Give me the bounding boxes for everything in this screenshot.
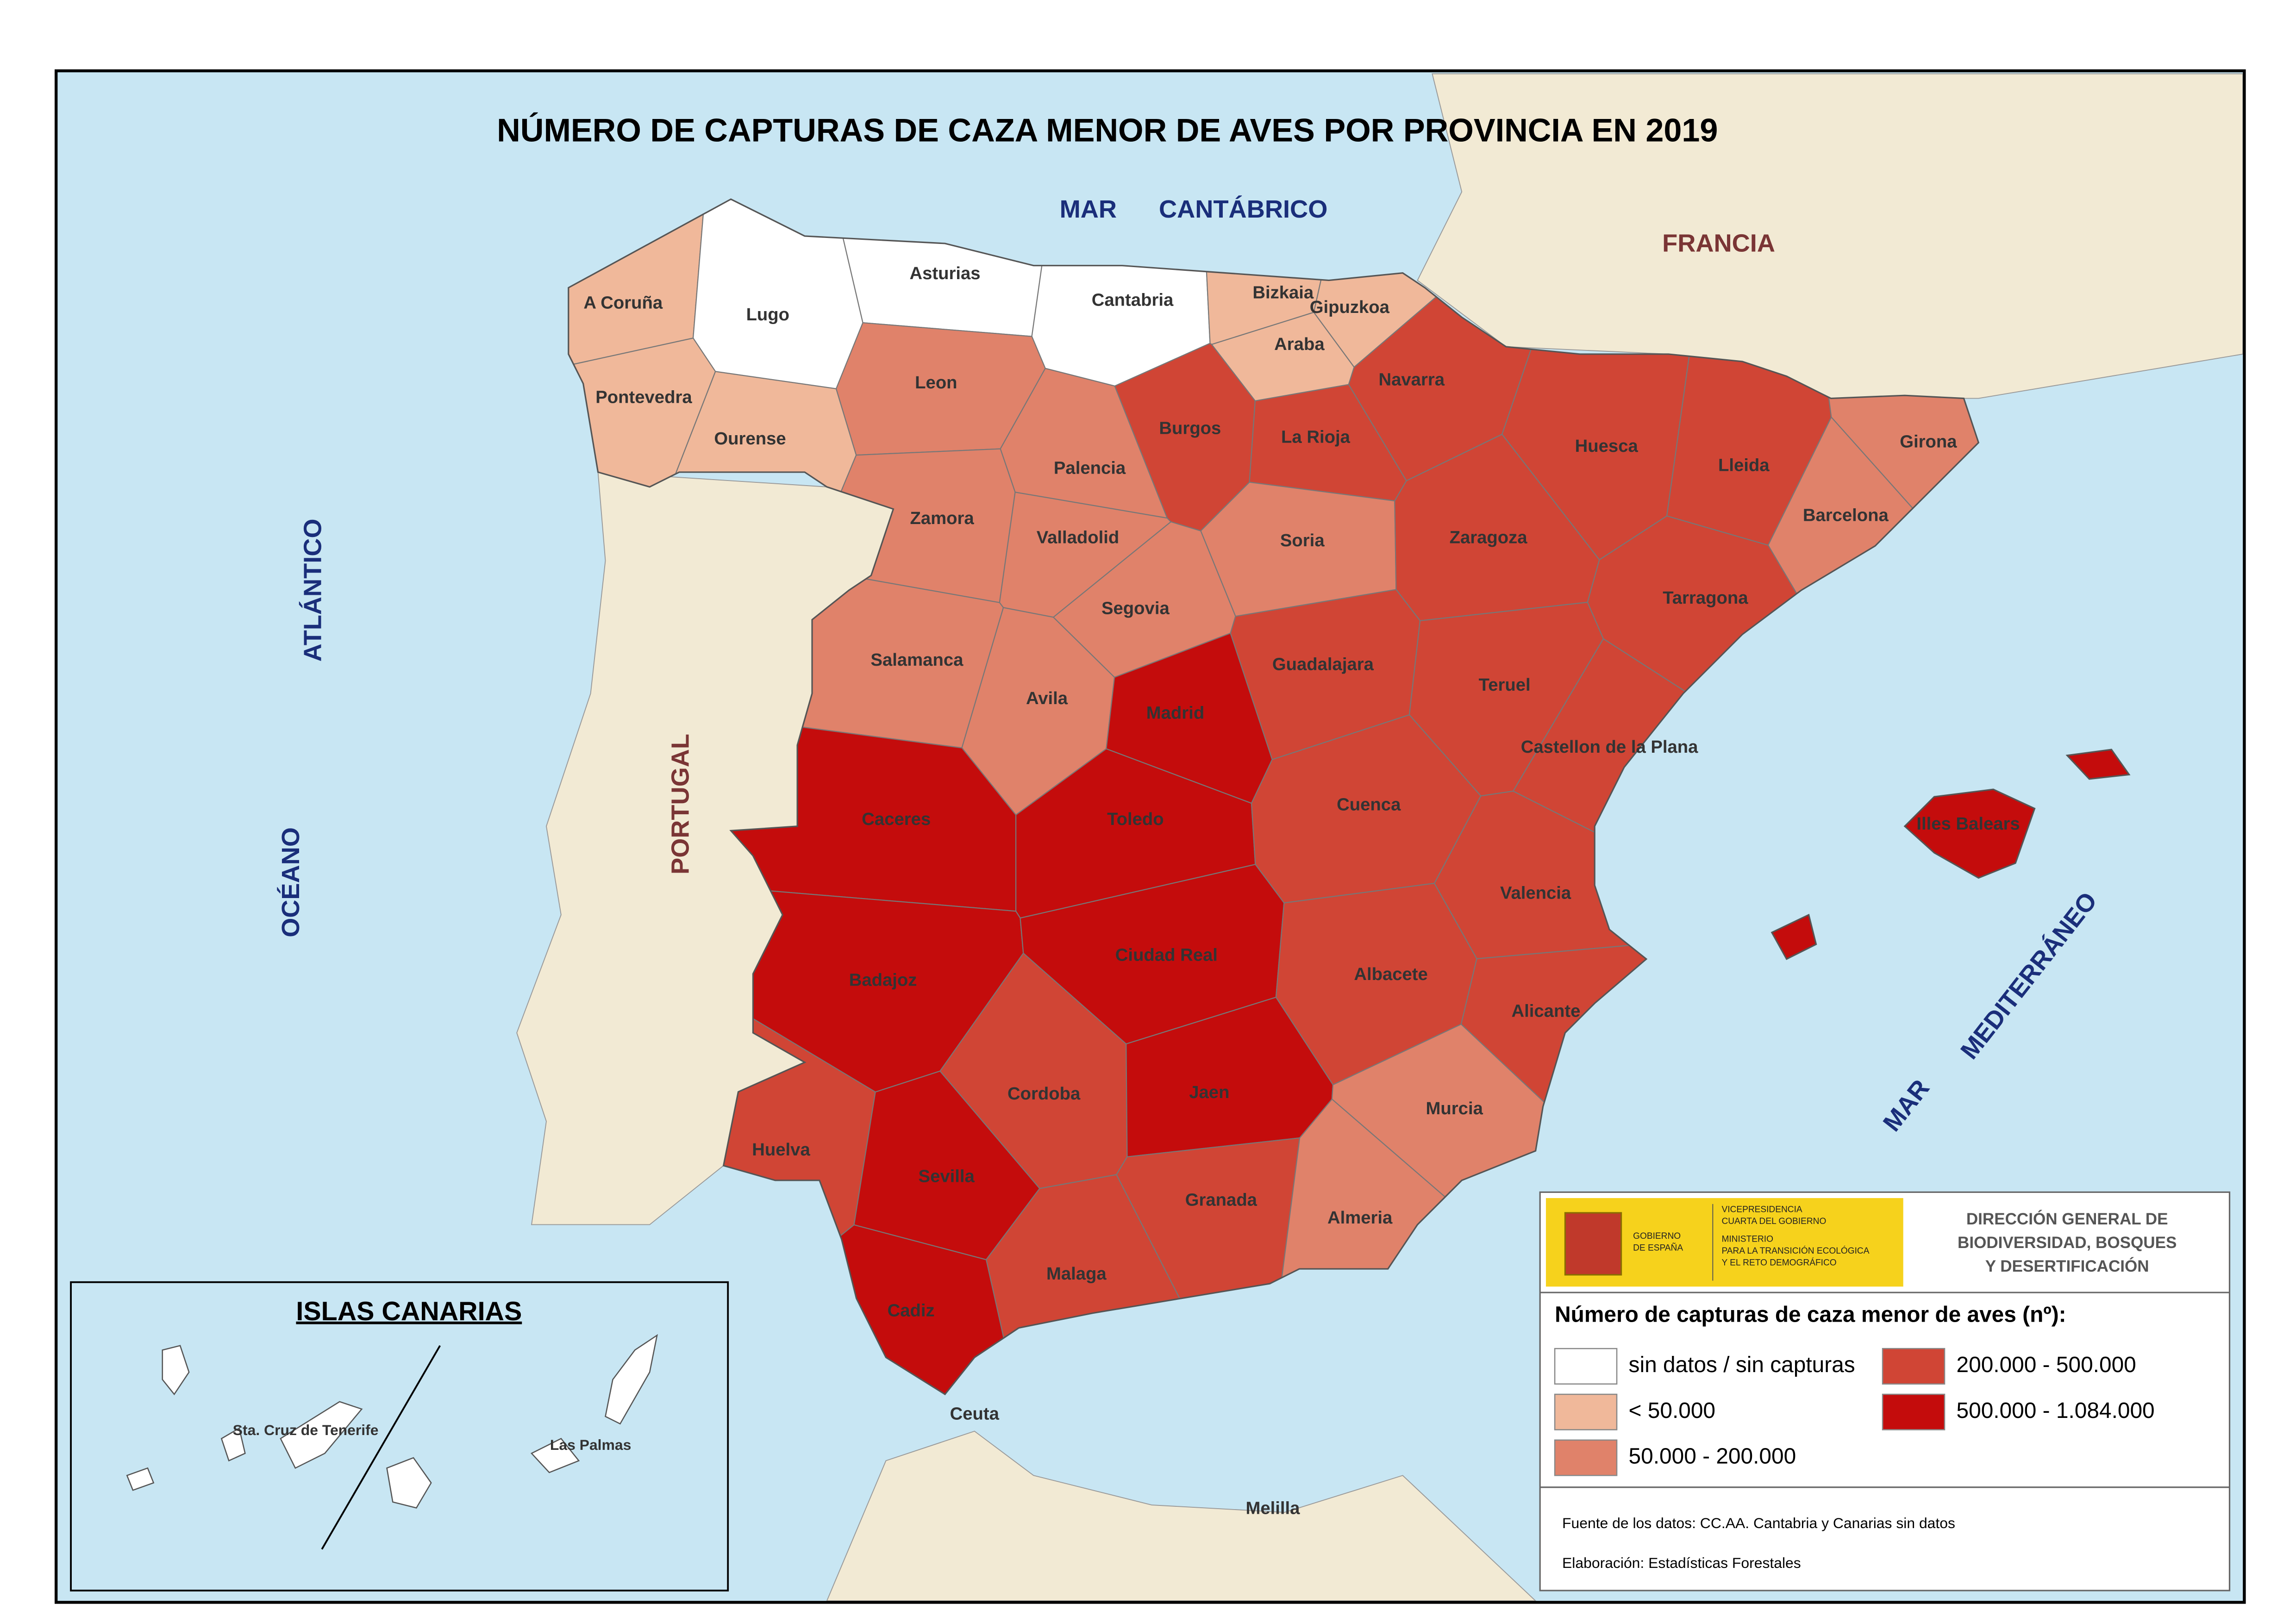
province-label: Zaragoza: [1450, 527, 1528, 547]
country-label: PORTUGAL: [667, 734, 694, 874]
province-label: Castellon de la Plana: [1521, 737, 1698, 757]
legend-swatch: [1882, 1393, 1946, 1430]
legend-label: 50.000 - 200.000: [1629, 1444, 1796, 1469]
province-label: Malaga: [1046, 1264, 1107, 1284]
province-label: Ciudad Real: [1115, 945, 1218, 965]
sea-label: OCÉANO: [277, 827, 305, 937]
logo-text: GOBIERNO: [1633, 1231, 1681, 1241]
province-label: Huesca: [1575, 436, 1639, 456]
province-label: Bizkaia: [1252, 282, 1314, 302]
agency-text: BIODIVERSIDAD, BOSQUES: [1958, 1234, 2177, 1252]
province-label: Badajoz: [849, 970, 917, 990]
logo-text: MINISTERIO: [1721, 1234, 1773, 1244]
frame: [54, 69, 2246, 1604]
province-label: Leon: [915, 373, 957, 393]
legend-label: 200.000 - 500.000: [1957, 1353, 2136, 1377]
province-label: Ourense: [714, 429, 786, 449]
province-label: Jaen: [1189, 1082, 1229, 1102]
credit: Elaboración: Estadísticas Forestales: [1562, 1554, 1801, 1571]
province-label: Toledo: [1107, 809, 1164, 829]
legend-swatch: [1554, 1439, 1618, 1476]
province-label: Asturias: [909, 263, 980, 283]
province-label: Huelva: [752, 1140, 810, 1160]
province-label: Cantabria: [1092, 290, 1174, 310]
province-label: Sta. Cruz de Tenerife: [233, 1422, 379, 1438]
logo-text: Y EL RETO DEMOGRÁFICO: [1721, 1258, 1836, 1267]
province-label: Illes Balears: [1916, 814, 2020, 834]
logo-text: PARA LA TRANSICIÓN ECOLÓGICA: [1721, 1246, 1869, 1256]
africa: [826, 1430, 1537, 1602]
inset-divider: [321, 1345, 441, 1550]
province-label: Pontevedra: [595, 387, 692, 407]
province-label: Cuenca: [1337, 794, 1401, 814]
province-label: Almeria: [1327, 1208, 1393, 1228]
province-label: Gipuzkoa: [1310, 297, 1390, 317]
province-label: Soria: [1280, 531, 1325, 550]
sea-label: MAR: [1060, 195, 1117, 223]
coat-of-arms: [1564, 1212, 1622, 1276]
canarias-inset: ISLAS CANARIAS Sta. Cruz de Tenerife Las…: [70, 1281, 729, 1592]
province-label: Guadalajara: [1272, 655, 1374, 674]
legend-box: GOBIERNO DE ESPAÑA VICEPRESIDENCIA CUART…: [1539, 1191, 2231, 1592]
province-labels: A Coruña Lugo Asturias Cantabria BizkaiaGipu…: [583, 263, 2020, 1321]
province-label: Palencia: [1054, 458, 1126, 478]
province-label: Cordoba: [1007, 1084, 1081, 1104]
logo-text: DE ESPAÑA: [1633, 1242, 1683, 1253]
province-label: Teruel: [1479, 675, 1531, 695]
province-label: Lugo: [746, 305, 789, 325]
legend-swatch: [1554, 1348, 1618, 1385]
province-label: Zamora: [910, 508, 975, 528]
sea-label: CANTÁBRICO: [1159, 195, 1327, 223]
province-label: Navarra: [1378, 369, 1445, 389]
place-label: Melilla: [1245, 1498, 1300, 1518]
province-label: Valencia: [1500, 883, 1571, 903]
agency-text: Y DESERTIFICACIÓN: [1985, 1257, 2149, 1275]
province-label: Araba: [1274, 334, 1325, 354]
province-label: Murcia: [1426, 1099, 1483, 1118]
sea-label: ATLÁNTICO: [299, 518, 327, 662]
legend-swatch: [1554, 1393, 1618, 1430]
legend-label: sin datos / sin capturas: [1629, 1353, 1855, 1377]
agency-text: DIRECCIÓN GENERAL DE: [1966, 1210, 2168, 1228]
province-label: Girona: [1900, 431, 1957, 451]
province-label: Las Palmas: [550, 1436, 631, 1453]
province-label: Albacete: [1354, 964, 1427, 984]
legend-label: 500.000 - 1.084.000: [1957, 1398, 2155, 1423]
province-label: La Rioja: [1281, 427, 1351, 447]
inset-frame: [70, 1281, 729, 1592]
canary-islands: [126, 1334, 658, 1509]
legend-title: Número de capturas de caza menor de aves…: [1555, 1303, 2066, 1327]
inset-title: ISLAS CANARIAS: [296, 1297, 522, 1326]
province-label: A Coruña: [583, 293, 663, 313]
province-label: Sevilla: [919, 1167, 975, 1186]
province-label: Granada: [1185, 1190, 1257, 1210]
province-label: Avila: [1026, 688, 1068, 708]
province-label: Madrid: [1146, 703, 1204, 723]
province-label: Barcelona: [1803, 506, 1889, 525]
province-label: Lleida: [1718, 455, 1770, 475]
province-label: Alicante: [1512, 1001, 1581, 1021]
legend-label: < 50.000: [1629, 1398, 1716, 1423]
province-label: Salamanca: [870, 650, 963, 670]
province-label: Caceres: [862, 809, 931, 829]
province-label: Tarragona: [1663, 588, 1748, 608]
province-label: Valladolid: [1037, 527, 1120, 547]
place-label: Ceuta: [950, 1404, 1000, 1424]
province-label: Cadiz: [888, 1301, 935, 1321]
country-label: FRANCIA: [1662, 229, 1775, 257]
logo-text: CUARTA DEL GOBIERNO: [1721, 1217, 1826, 1226]
legend-swatch: [1882, 1348, 1946, 1385]
province-label: Burgos: [1159, 418, 1221, 438]
source: Fuente de los datos: CC.AA. Cantabria y …: [1562, 1515, 1955, 1531]
title: NÚMERO DE CAPTURAS DE CAZA MENOR DE AVES…: [497, 112, 1718, 148]
province: [985, 1174, 1294, 1394]
logo-text: VICEPRESIDENCIA: [1721, 1205, 1802, 1215]
province-label: Segovia: [1101, 598, 1170, 618]
